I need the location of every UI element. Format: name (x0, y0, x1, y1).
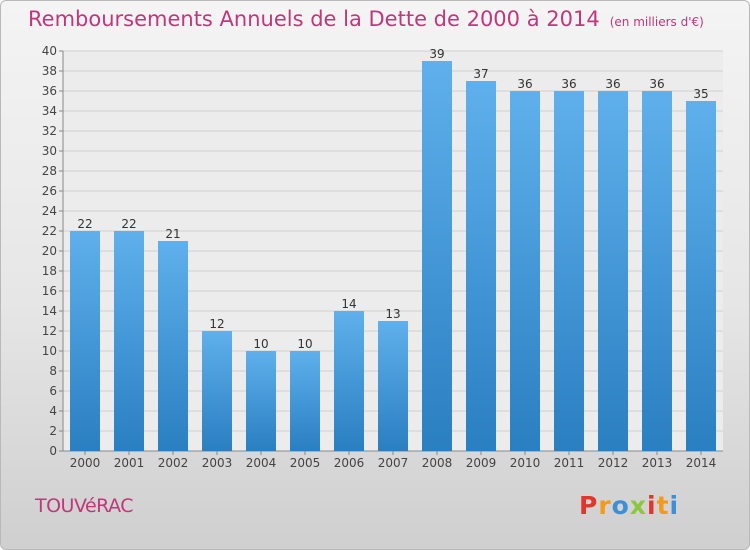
x-tick-label: 2002 (158, 456, 189, 470)
bar-value-label: 36 (649, 77, 664, 91)
y-tick-label: 38 (42, 64, 57, 78)
bar (598, 91, 628, 451)
bar-value-label: 21 (165, 227, 180, 241)
x-tick-label: 2001 (114, 456, 145, 470)
bar-value-label: 35 (693, 87, 708, 101)
y-tick-label: 30 (42, 144, 57, 158)
bar-value-label: 22 (121, 217, 136, 231)
bar (422, 61, 452, 451)
bar (686, 101, 716, 451)
bar (202, 331, 232, 451)
logo-letter: r (598, 491, 612, 520)
x-tick-label: 2007 (378, 456, 409, 470)
y-tick-label: 14 (42, 304, 57, 318)
y-tick-label: 22 (42, 224, 57, 238)
x-tick-label: 2004 (246, 456, 277, 470)
x-tick-label: 2009 (466, 456, 497, 470)
logo-letter: o (611, 491, 630, 520)
logo-letter: t (656, 491, 670, 520)
bar-value-label: 36 (605, 77, 620, 91)
chart-subtitle: (en milliers d'€) (609, 15, 704, 29)
y-tick-label: 28 (42, 164, 57, 178)
x-tick-label: 2013 (642, 456, 673, 470)
x-tick-label: 2006 (334, 456, 365, 470)
chart-title: Remboursements Annuels de la Dette de 20… (28, 7, 600, 31)
bar-value-label: 12 (209, 317, 224, 331)
bar-value-label: 13 (385, 307, 400, 321)
bar (554, 91, 584, 451)
y-tick-label: 16 (42, 284, 57, 298)
x-tick-label: 2010 (510, 456, 541, 470)
bar (158, 241, 188, 451)
logo-letter: P (579, 491, 599, 520)
bar-value-label: 10 (297, 337, 312, 351)
y-tick-label: 4 (49, 404, 57, 418)
y-tick-label: 40 (42, 44, 57, 58)
bar (246, 351, 276, 451)
y-tick-label: 26 (42, 184, 57, 198)
y-tick-label: 20 (42, 244, 57, 258)
x-tick-label: 2012 (598, 456, 629, 470)
x-tick-label: 2003 (202, 456, 233, 470)
y-tick-label: 24 (42, 204, 57, 218)
y-tick-label: 12 (42, 324, 57, 338)
logo-letter: i (647, 491, 657, 520)
bar-value-label: 22 (77, 217, 92, 231)
y-tick-label: 6 (49, 384, 57, 398)
bar (334, 311, 364, 451)
bar (378, 321, 408, 451)
chart-title-block: Remboursements Annuels de la Dette de 20… (28, 7, 704, 31)
commune-name: TOUVéRAC (35, 495, 134, 517)
y-tick-label: 36 (42, 84, 57, 98)
bar (290, 351, 320, 451)
bar-value-label: 39 (429, 47, 444, 61)
bar-value-label: 14 (341, 297, 356, 311)
bar (642, 91, 672, 451)
x-tick-label: 2005 (290, 456, 321, 470)
y-tick-label: 8 (49, 364, 57, 378)
y-tick-label: 32 (42, 124, 57, 138)
y-tick-label: 34 (42, 104, 57, 118)
logo-letter: x (629, 491, 647, 520)
bar (70, 231, 100, 451)
bar-value-label: 37 (473, 67, 488, 81)
bar (466, 81, 496, 451)
y-tick-label: 10 (42, 344, 57, 358)
x-tick-label: 2011 (554, 456, 585, 470)
x-tick-label: 2014 (686, 456, 717, 470)
bar (114, 231, 144, 451)
bar-value-label: 36 (517, 77, 532, 91)
x-tick-label: 2008 (422, 456, 453, 470)
proxiti-logo: Proxiti (579, 491, 679, 520)
bar (510, 91, 540, 451)
logo-letter: i (669, 491, 680, 520)
y-tick-label: 18 (42, 264, 57, 278)
x-tick-label: 2000 (70, 456, 101, 470)
y-tick-label: 0 (49, 444, 57, 458)
y-tick-label: 2 (49, 424, 57, 438)
bar-value-label: 10 (253, 337, 268, 351)
bar-value-label: 36 (561, 77, 576, 91)
